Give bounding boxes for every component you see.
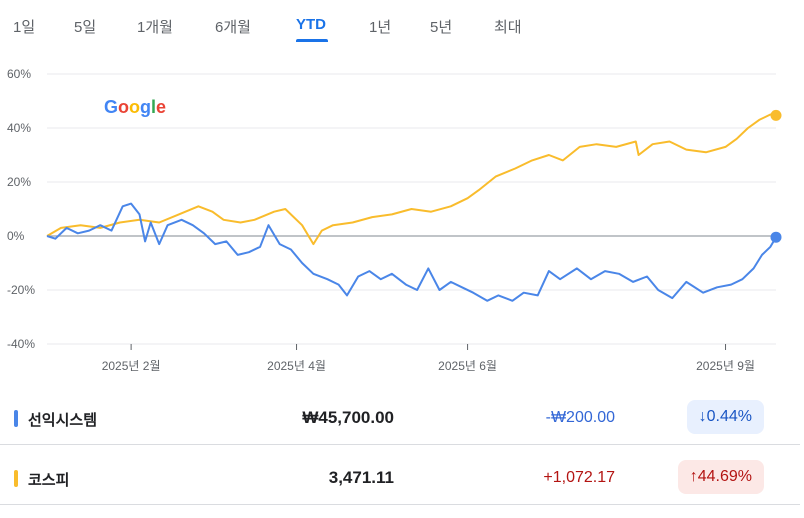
y-tick-label: 60% [7,67,31,81]
comparison-chart: 60% 40% 20% 0% -20% -40% 2025년 2월 2025년 4월 2025년… [7,67,782,373]
series-color-bar [14,470,18,487]
range-tabs: 1일 5일 1개월 6개월 YTD 1년 5년 최대 [0,0,804,44]
x-tick-label: 2025년 4월 [267,359,326,373]
y-tick-label: -40% [7,337,35,351]
series-endpoint-kospi [770,109,782,121]
legend-row-kospi[interactable]: 코스피 3,471.11 +1,072.17 ↑44.69% [0,452,800,505]
x-tick-label: 2025년 9월 [696,359,755,373]
row-percent-badge: ↓0.44% [686,400,764,434]
tab-6-month[interactable]: 6개월 [215,19,251,36]
y-tick-label: 40% [7,121,31,135]
row-price: ₩45,700.00 [302,408,394,427]
tab-max[interactable]: 최대 [494,19,522,36]
row-percent-badge: ↑44.69% [677,460,764,494]
y-tick-label: 0% [7,229,25,243]
tab-1-year[interactable]: 1년 [369,19,392,36]
tab-5-day[interactable]: 5일 [74,19,97,36]
series-line-kospi [46,113,777,246]
row-price: 3,471.11 [328,468,394,487]
legend-row-seonik[interactable]: 선익시스템 ₩45,700.00 -₩200.00 ↓0.44% [0,392,800,445]
x-tick-label: 2025년 6월 [438,359,497,373]
tab-ytd[interactable]: YTD [296,16,326,33]
x-tick-label: 2025년 2월 [102,359,161,373]
row-name: 선익시스템 [28,412,98,429]
active-tab-indicator [296,39,328,42]
series-color-bar [14,410,18,427]
y-tick-label: 20% [7,175,31,189]
row-change: -₩200.00 [545,409,615,426]
row-name: 코스피 [28,472,70,489]
tab-5-year[interactable]: 5년 [430,19,453,36]
google-logo: Google [104,97,166,117]
row-change: +1,072.17 [543,469,615,486]
y-tick-label: -20% [7,283,35,297]
tab-1-month[interactable]: 1개월 [137,19,173,36]
tab-1-day[interactable]: 1일 [13,19,36,36]
series-line-seonik [46,202,777,302]
series-endpoint-seonik [770,231,782,243]
